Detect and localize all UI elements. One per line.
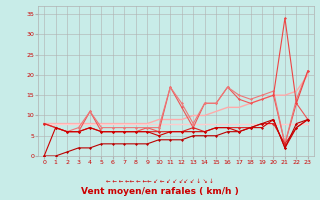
Text: ← ← ← ←← ← ←← ↙ ← ↙ ↙ ↙↙ ↙ ↓ ↘ ↓: ← ← ← ←← ← ←← ↙ ← ↙ ↙ ↙↙ ↙ ↓ ↘ ↓ xyxy=(106,178,214,184)
Text: Vent moyen/en rafales ( km/h ): Vent moyen/en rafales ( km/h ) xyxy=(81,188,239,196)
